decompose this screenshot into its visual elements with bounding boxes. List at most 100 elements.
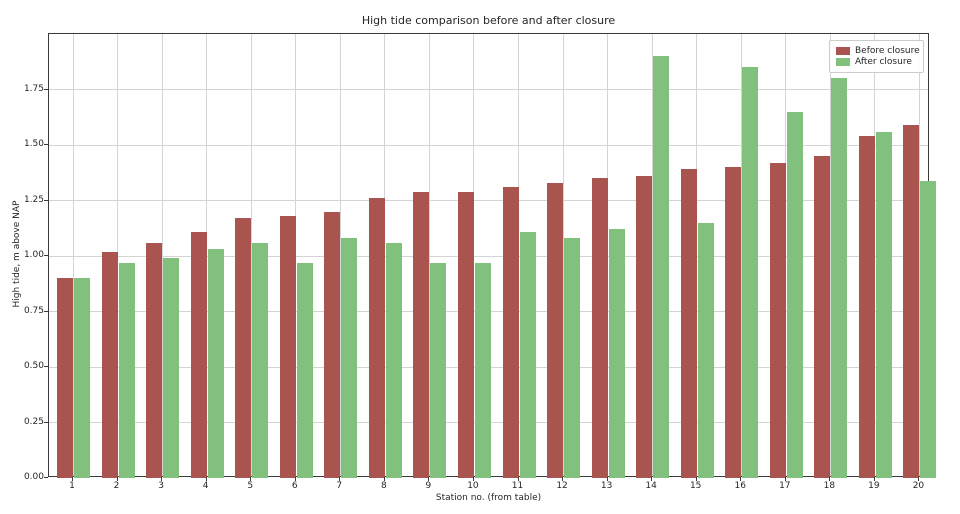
- bar-after-station-16: [742, 67, 759, 478]
- v-gridline-station-9: [428, 34, 430, 476]
- v-gridline-station-18: [829, 34, 831, 476]
- x-tick-label-station-18: 18: [823, 481, 836, 491]
- x-tick-label-station-1: 1: [69, 481, 75, 491]
- bar-after-station-18: [831, 78, 848, 478]
- x-tickmark-station-13: [606, 477, 608, 481]
- x-tickmark-station-12: [562, 477, 564, 481]
- x-tick-label-station-2: 2: [113, 481, 120, 491]
- x-tick-label-station-5: 5: [247, 481, 254, 491]
- x-tickmark-station-7: [339, 477, 341, 481]
- bar-before-station-4: [190, 231, 207, 478]
- legend-swatch-before-closure: [836, 47, 850, 55]
- x-tickmark-station-14: [651, 477, 653, 481]
- bar-after-station-5: [252, 242, 269, 478]
- v-gridline-station-4: [206, 34, 208, 476]
- bar-after-station-9: [430, 262, 447, 478]
- x-tick-label-station-8: 8: [380, 481, 387, 491]
- x-tick-label-station-10: 10: [467, 481, 479, 491]
- x-tick-label-station-20: 20: [912, 481, 925, 491]
- y-tickmark-0.00: [44, 477, 48, 478]
- x-tick-label-station-17: 17: [779, 481, 791, 491]
- y-tickmark-0.75: [44, 310, 48, 312]
- x-tickmark-station-9: [428, 477, 430, 481]
- bar-after-station-7: [341, 238, 358, 478]
- legend-label-after-closure: After closure: [855, 57, 912, 67]
- v-gridline-station-3: [161, 34, 163, 476]
- h-gridline-1.25: [49, 200, 928, 201]
- y-tick-label-0.25: 0.25: [23, 416, 44, 427]
- x-tickmark-station-15: [695, 477, 697, 481]
- y-tick-label-0.75: 0.75: [23, 305, 44, 316]
- y-tickmark-1.50: [44, 144, 48, 145]
- v-gridline-station-5: [250, 34, 252, 476]
- bar-after-station-1: [74, 278, 90, 478]
- v-gridline-station-19: [874, 34, 876, 476]
- bar-after-station-20: [920, 180, 937, 478]
- x-tickmark-station-18: [829, 477, 831, 481]
- x-tick-label-station-3: 3: [158, 481, 164, 491]
- bar-before-station-16: [725, 167, 742, 478]
- v-gridline-station-16: [740, 34, 742, 476]
- y-tickmark-0.50: [44, 366, 48, 367]
- y-tick-label-1.00: 1.00: [23, 250, 44, 260]
- v-gridline-station-11: [518, 34, 519, 476]
- bar-before-station-2: [101, 251, 118, 478]
- v-gridline-station-10: [473, 34, 475, 476]
- bar-after-station-12: [564, 238, 581, 478]
- v-gridline-station-7: [339, 34, 341, 476]
- x-tick-label-station-15: 15: [689, 481, 702, 491]
- bar-before-station-17: [769, 162, 786, 478]
- v-gridline-station-15: [696, 34, 698, 476]
- y-tick-label-1.25: 1.25: [23, 194, 44, 205]
- x-tickmark-station-3: [161, 477, 163, 481]
- x-tickmark-station-19: [873, 477, 875, 481]
- x-axis-label: Station no. (from table): [435, 493, 542, 503]
- bar-after-station-8: [385, 242, 402, 478]
- bar-before-station-5: [235, 218, 252, 478]
- y-tick-label-0.00: 0.00: [23, 472, 44, 482]
- x-tickmark-station-6: [294, 477, 296, 481]
- bar-after-station-13: [608, 229, 625, 478]
- y-tick-label-0.50: 0.50: [23, 361, 44, 371]
- y-tick-label-1.75: 1.75: [23, 83, 44, 94]
- h-gridline-1.75: [49, 89, 928, 90]
- chart-title: High tide comparison before and after cl…: [361, 14, 616, 27]
- bar-before-station-9: [413, 191, 430, 478]
- bar-before-station-12: [547, 182, 564, 478]
- bar-before-station-8: [368, 198, 385, 478]
- v-gridline-station-17: [785, 34, 787, 476]
- y-tick-label-1.50: 1.50: [23, 139, 44, 149]
- bar-before-station-7: [324, 211, 341, 478]
- bar-after-station-3: [163, 258, 180, 478]
- x-tick-label-station-11: 11: [511, 481, 524, 491]
- x-tick-label-station-13: 13: [600, 481, 613, 491]
- legend-swatch-after-closure: [836, 58, 850, 66]
- legend-item-after-closure: After closure: [836, 57, 917, 67]
- bar-before-station-10: [457, 191, 474, 478]
- x-tickmark-station-17: [784, 477, 786, 481]
- plot-area: [48, 33, 937, 478]
- x-tickmark-station-8: [383, 477, 385, 481]
- y-tickmark-1.25: [44, 199, 48, 201]
- bar-before-station-1: [57, 278, 73, 478]
- x-tickmark-station-20: [918, 477, 920, 481]
- legend-item-before-closure: Before closure: [836, 46, 920, 56]
- bar-before-station-6: [279, 216, 296, 478]
- bar-before-station-13: [591, 178, 608, 478]
- bar-after-station-10: [474, 262, 491, 478]
- bar-after-station-15: [697, 222, 714, 478]
- bar-before-station-20: [903, 125, 920, 478]
- v-gridline-station-2: [117, 34, 119, 476]
- x-tick-label-station-14: 14: [645, 481, 657, 491]
- v-gridline-station-12: [562, 34, 564, 476]
- legend-label-before-closure: Before closure: [855, 46, 920, 56]
- bar-after-station-6: [296, 262, 313, 478]
- bar-after-station-4: [207, 249, 224, 478]
- x-tick-label-station-12: 12: [556, 481, 568, 491]
- v-gridline-station-13: [607, 34, 609, 476]
- v-gridline-station-8: [384, 34, 386, 476]
- y-tickmark-0.25: [44, 421, 48, 423]
- bar-before-station-18: [814, 156, 831, 478]
- x-tickmark-station-5: [250, 477, 252, 481]
